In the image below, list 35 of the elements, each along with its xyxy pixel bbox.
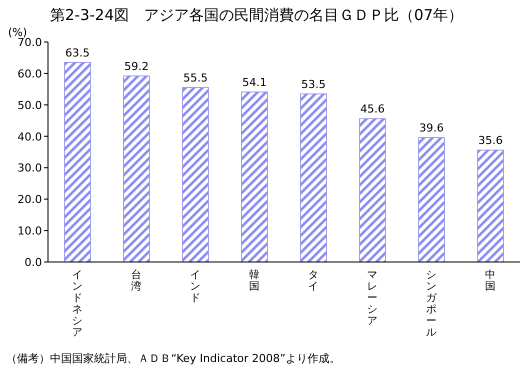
text: （備考）中国国家統計局、ＡＤＢ“Key Indicator 2008”より作成。 xyxy=(6,352,341,365)
y-tick-label: 60.0 xyxy=(18,67,42,80)
data-label: 53.5 xyxy=(301,78,326,91)
bar xyxy=(477,150,504,262)
y-axis-title: (%) xyxy=(8,26,28,39)
bar xyxy=(123,76,150,262)
data-label: 45.6 xyxy=(360,102,385,116)
x-tick-label: マレーシア xyxy=(367,269,378,327)
bar xyxy=(64,62,91,262)
y-tick-label: 70.0 xyxy=(18,36,42,49)
x-tick-label: 韓国 xyxy=(249,268,260,292)
data-label: 35.6 xyxy=(478,134,503,148)
bar xyxy=(182,87,209,262)
x-tick-label: タイ xyxy=(308,269,319,292)
bar xyxy=(241,92,268,262)
data-label: 39.6 xyxy=(419,122,444,135)
data-label: 59.2 xyxy=(124,60,149,73)
bar xyxy=(300,93,327,262)
y-tick-label: 50.0 xyxy=(18,98,42,112)
y-tick-label: 20.0 xyxy=(18,193,42,206)
x-tick-label: インドネシア xyxy=(72,269,83,338)
bar xyxy=(418,137,445,262)
x-tick-label: 台湾 xyxy=(131,268,142,292)
data-label: 63.5 xyxy=(65,46,90,60)
x-tick-label: 中国 xyxy=(485,268,496,292)
x-tick-label: シンガポール xyxy=(426,269,438,338)
data-label: 54.1 xyxy=(242,76,267,89)
y-tick-label: 10.0 xyxy=(18,224,42,238)
chart-title: 第2-3-24図 アジア各国の民間消費の名目ＧＤＰ比（07年） xyxy=(50,6,464,24)
y-tick-label: 40.0 xyxy=(18,130,42,144)
y-tick-label: 0.0 xyxy=(24,256,42,269)
y-tick-label: 30.0 xyxy=(18,162,42,175)
x-tick-label: インド xyxy=(190,269,201,304)
bar xyxy=(359,118,386,262)
data-label: 55.5 xyxy=(183,72,208,85)
